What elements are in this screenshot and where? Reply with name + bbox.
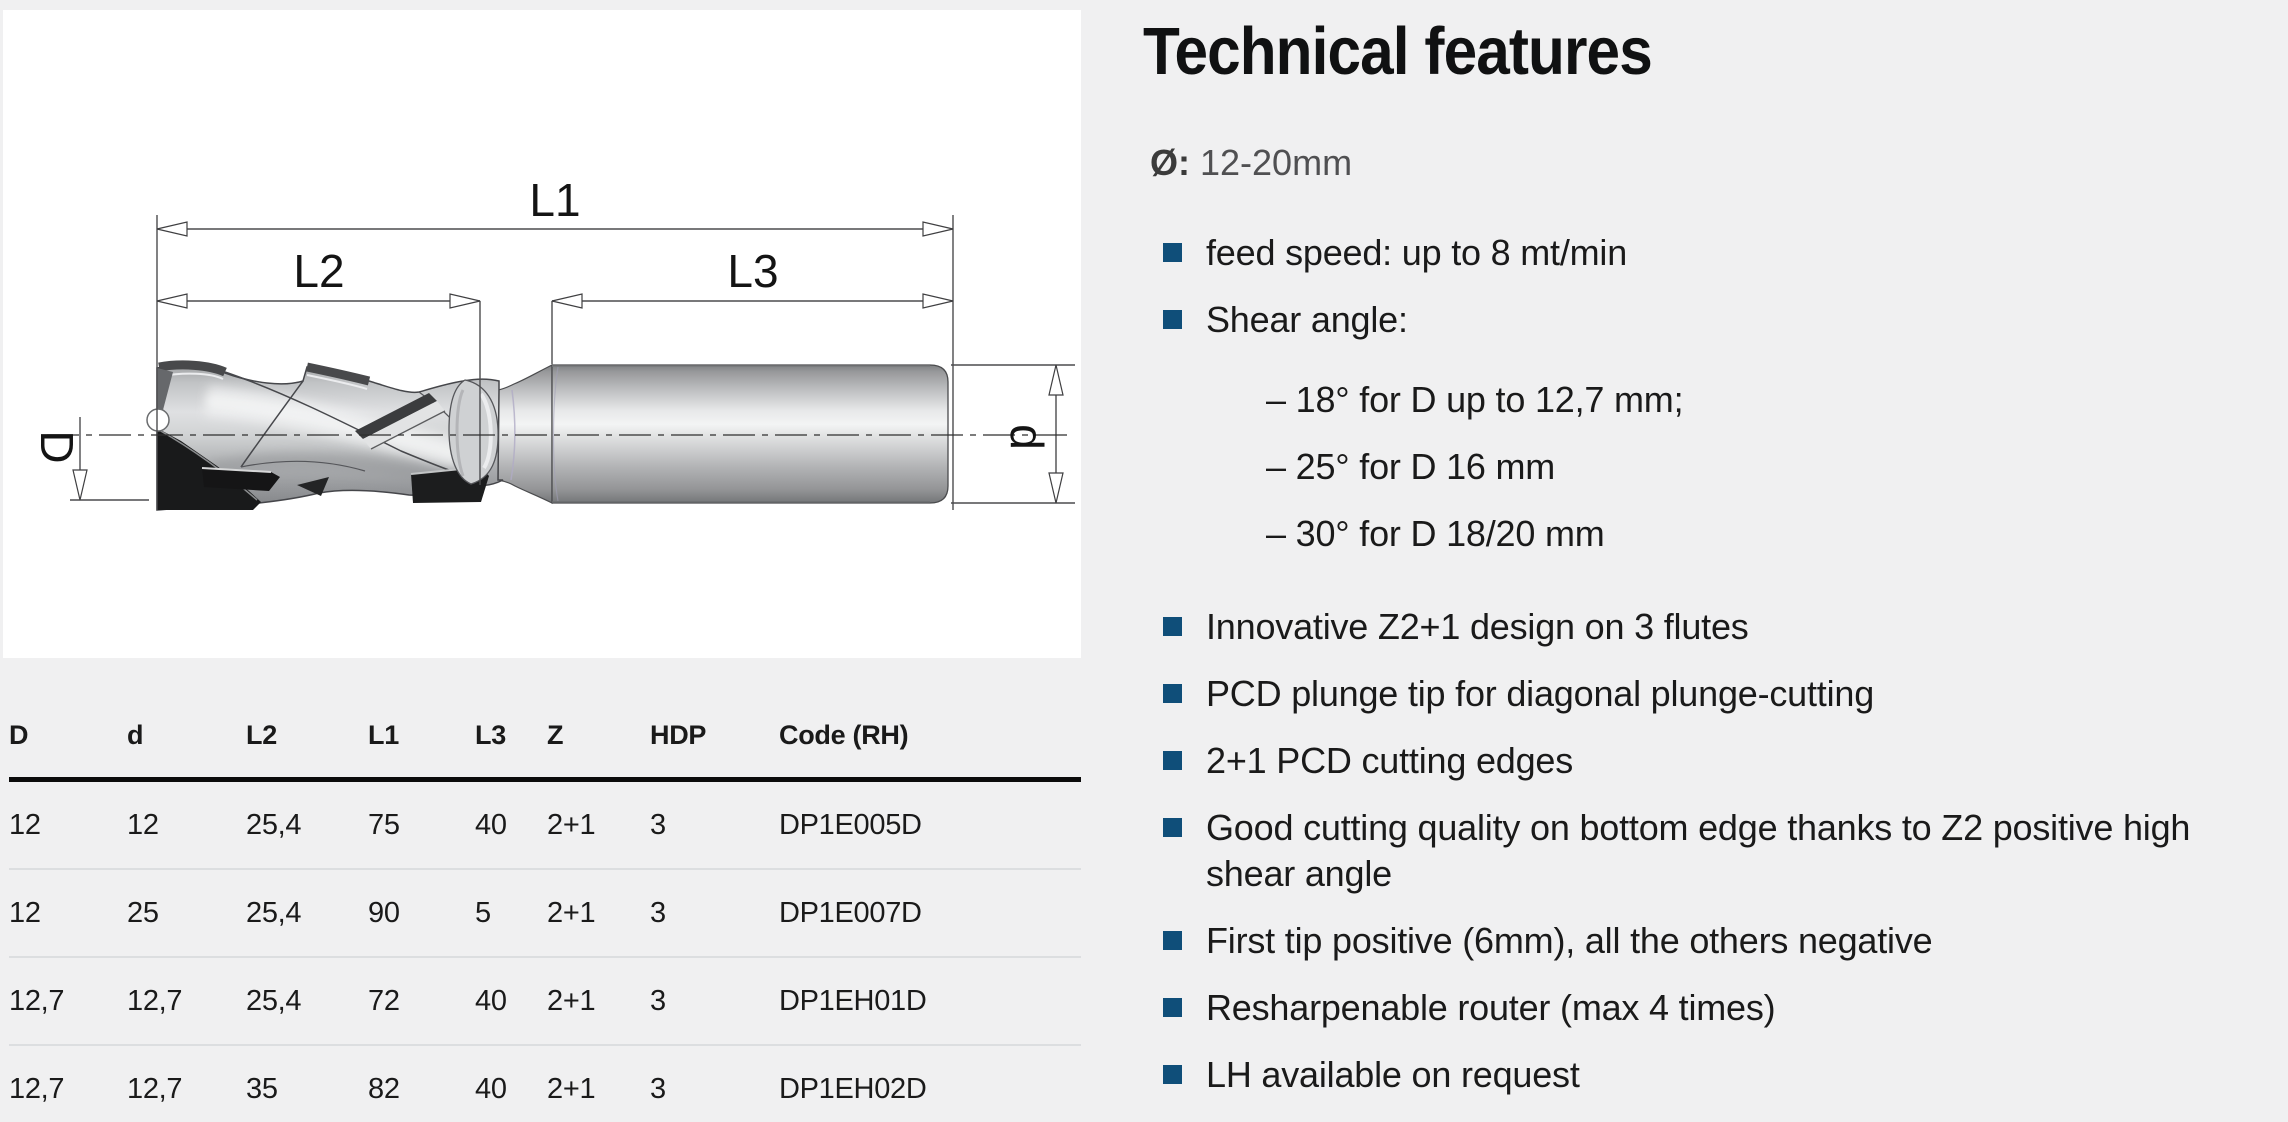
dim-label-small-d: d — [1001, 424, 1053, 450]
table-row: 12,7 12,7 25,4 72 40 2+1 3 DP1EH01D — [9, 958, 1081, 1046]
col-header-code: Code (RH) — [779, 720, 909, 750]
dim-label-big-d: D — [31, 430, 83, 463]
cell-L1: 82 — [368, 1072, 400, 1105]
bullet-square-icon — [1163, 310, 1182, 329]
shear-angle-item: – 18° for D up to 12,7 mm; — [1266, 379, 1684, 420]
features-list: Innovative Z2+1 design on 3 flutes PCD p… — [1143, 604, 2252, 1098]
cell-HDP: 3 — [650, 808, 666, 841]
feature-item: Resharpenable router (max 4 times) — [1163, 985, 2252, 1031]
bullet-square-icon — [1163, 818, 1182, 837]
spec-table: D d L2 L1 L3 Z HDP Code (RH) 12 12 25,4 … — [3, 658, 1081, 1122]
col-header-L1: L1 — [368, 720, 399, 750]
cell-d: 12,7 — [127, 1072, 183, 1105]
cell-code: DP1EH02D — [779, 1072, 927, 1105]
feature-item: feed speed: up to 8 mt/min — [1163, 230, 2252, 276]
cell-code: DP1E007D — [779, 896, 922, 929]
cell-L2: 25,4 — [246, 984, 302, 1017]
col-header-HDP: HDP — [650, 720, 707, 750]
cell-L2: 35 — [246, 1072, 278, 1105]
shear-angle-item: – 30° for D 18/20 mm — [1266, 513, 1605, 554]
spec-table-header-row: D d L2 L1 L3 Z HDP Code (RH) — [9, 658, 1081, 782]
feature-item: Innovative Z2+1 design on 3 flutes — [1163, 604, 2252, 650]
dim-label-l1: L1 — [529, 174, 580, 226]
cell-L3: 40 — [475, 984, 507, 1017]
cell-L3: 40 — [475, 1072, 507, 1105]
cell-Z: 2+1 — [547, 808, 596, 841]
feature-item: PCD plunge tip for diagonal plunge-cutti… — [1163, 671, 2252, 717]
cell-L3: 40 — [475, 808, 507, 841]
cell-D: 12,7 — [9, 1072, 65, 1105]
features-list: feed speed: up to 8 mt/min Shear angle: — [1143, 230, 2252, 343]
dim-label-l3: L3 — [727, 245, 778, 297]
plunge-tip-notch — [146, 408, 170, 432]
cell-D: 12,7 — [9, 984, 65, 1017]
cell-L2: 25,4 — [246, 808, 302, 841]
feature-item: 2+1 PCD cutting edges — [1163, 738, 2252, 784]
col-header-L3: L3 — [475, 720, 506, 750]
cell-Z: 2+1 — [547, 1072, 596, 1105]
table-row: 12,7 12,7 35 82 40 2+1 3 DP1EH02D — [9, 1046, 1081, 1122]
cell-L2: 25,4 — [246, 896, 302, 929]
cell-Z: 2+1 — [547, 984, 596, 1017]
col-header-L2: L2 — [246, 720, 277, 750]
feature-item: Good cutting quality on bottom edge than… — [1163, 805, 2252, 897]
cell-code: DP1EH01D — [779, 984, 927, 1017]
table-row: 12 12 25,4 75 40 2+1 3 DP1E005D — [9, 782, 1081, 870]
cell-d: 12,7 — [127, 984, 183, 1017]
bullet-square-icon — [1163, 751, 1182, 770]
feature-item: LH available on request — [1163, 1052, 2252, 1098]
cell-D: 12 — [9, 896, 41, 929]
diameter-symbol: Ø: — [1150, 142, 1190, 183]
cell-HDP: 3 — [650, 984, 666, 1017]
shear-angle-item: – 25° for D 16 mm — [1266, 446, 1556, 487]
page-title: Technical features — [1143, 14, 1653, 89]
bullet-square-icon — [1163, 1065, 1182, 1084]
table-row: 12 25 25,4 90 5 2+1 3 DP1E007D — [9, 870, 1081, 958]
col-header-d: d — [127, 720, 144, 750]
tool-technical-drawing: L1 L2 L3 D d — [31, 174, 1075, 511]
router-bit-illustration — [146, 360, 949, 511]
bullet-square-icon — [1163, 931, 1182, 950]
cell-d: 25 — [127, 896, 159, 929]
col-header-Z: Z — [547, 720, 564, 750]
cell-L1: 72 — [368, 984, 400, 1017]
cell-d: 12 — [127, 808, 159, 841]
cell-HDP: 3 — [650, 1072, 666, 1105]
bullet-square-icon — [1163, 684, 1182, 703]
col-header-D: D — [9, 720, 29, 750]
cell-HDP: 3 — [650, 896, 666, 929]
cell-L1: 90 — [368, 896, 400, 929]
dimension-lines — [70, 215, 1075, 510]
features-panel: Technical features Ø: 12-20mm feed speed… — [1143, 0, 2288, 1122]
feature-item: Shear angle: — [1163, 297, 2252, 343]
cell-L1: 75 — [368, 808, 400, 841]
feature-item: First tip positive (6mm), all the others… — [1163, 918, 2252, 964]
diameter-value: 12-20mm — [1190, 142, 1353, 183]
diameter-range: Ø: 12-20mm — [1150, 143, 2252, 183]
dim-label-l2: L2 — [293, 245, 344, 297]
bullet-square-icon — [1163, 243, 1182, 262]
diagram-panel: L1 L2 L3 D d — [3, 10, 1081, 658]
cell-code: DP1E005D — [779, 808, 922, 841]
bullet-square-icon — [1163, 617, 1182, 636]
bullet-square-icon — [1163, 998, 1182, 1017]
cell-D: 12 — [9, 808, 41, 841]
shear-angle-sublist: – 18° for D up to 12,7 mm; – 25° for D 1… — [1266, 377, 2252, 557]
cell-Z: 2+1 — [547, 896, 596, 929]
dimension-arrowheads — [72, 221, 1064, 504]
cell-L3: 5 — [475, 896, 491, 929]
